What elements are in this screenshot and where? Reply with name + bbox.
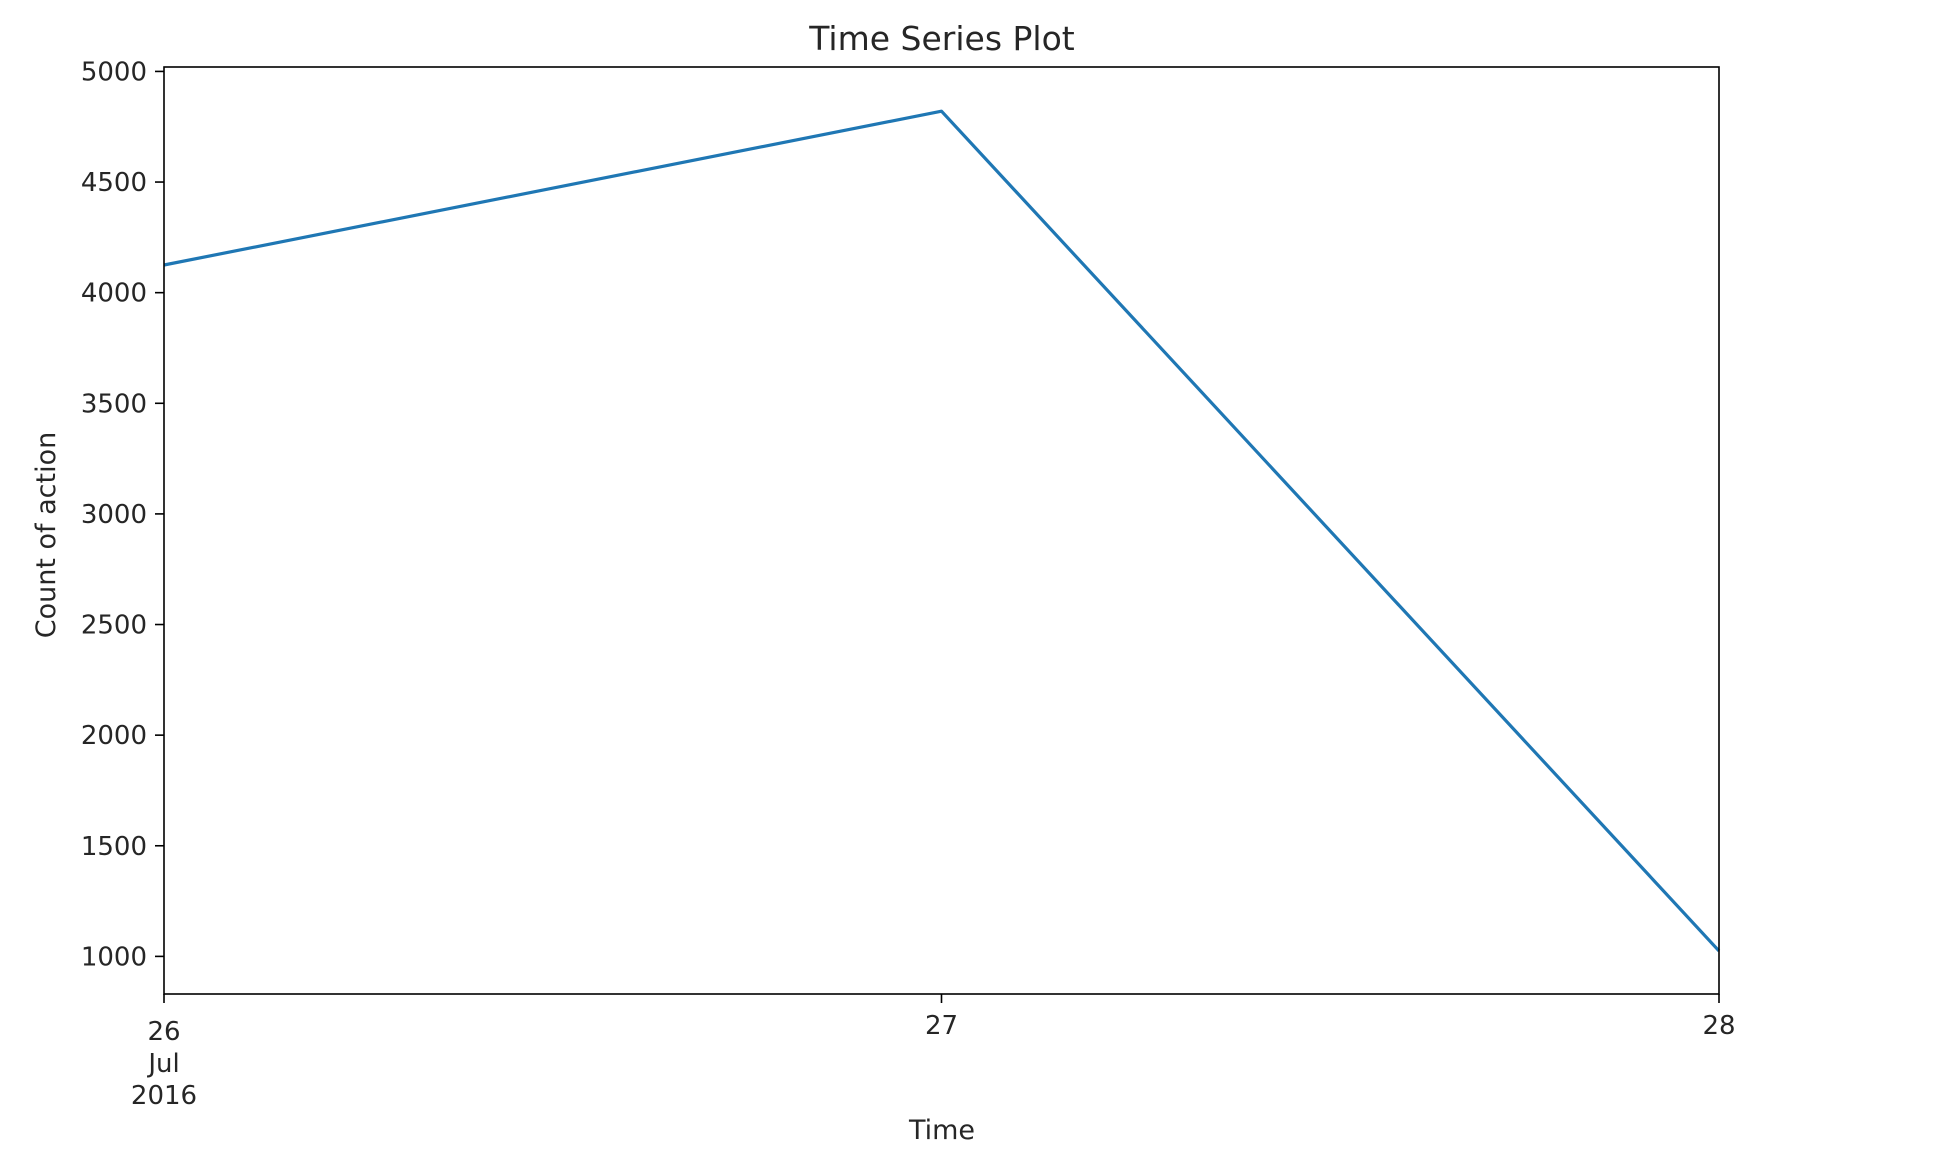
x-tick-label: 2016: [131, 1081, 197, 1111]
y-axis: 1000 1500 2000 2500 3000 3500 4000 4500 5000: [81, 57, 164, 972]
y-tick-label: 5000: [81, 57, 147, 87]
y-tick-label: 3000: [81, 500, 147, 530]
x-tick-label: Jul: [146, 1049, 179, 1079]
chart-title: Time Series Plot: [808, 19, 1074, 58]
y-tick-label: 4000: [81, 279, 147, 309]
x-axis-label: Time: [908, 1115, 975, 1146]
y-axis-label: Count of action: [31, 432, 62, 638]
y-tick-label: 3500: [81, 389, 147, 419]
plot-area: [163, 109, 1721, 952]
series-line-1: [163, 109, 1721, 952]
y-tick-label: 4500: [81, 168, 147, 198]
y-tick-label: 1500: [81, 832, 147, 862]
x-tick-label: 26: [147, 1017, 180, 1047]
y-tick-label: 1000: [81, 942, 147, 972]
x-tick-label: 28: [1702, 1011, 1735, 1041]
y-tick-label: 2000: [81, 721, 147, 751]
x-tick-label: 27: [925, 1011, 958, 1041]
y-tick-label: 2500: [81, 611, 147, 641]
